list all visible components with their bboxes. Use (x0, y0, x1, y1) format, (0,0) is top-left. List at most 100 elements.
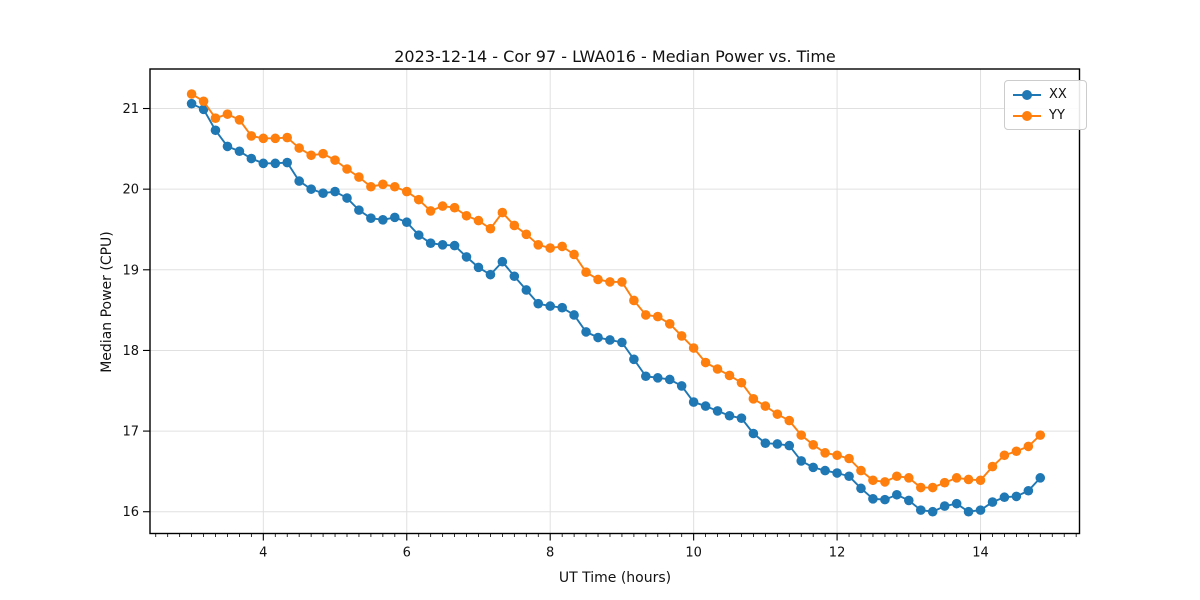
legend-label: YY (1049, 108, 1065, 123)
data-point (425, 206, 436, 216)
data-point (521, 229, 532, 240)
data-point (258, 133, 269, 144)
data-point (222, 141, 233, 152)
data-point (796, 430, 807, 440)
data-point (533, 240, 544, 250)
axis-ticks (143, 107, 982, 541)
y-tick-labels: 16 17 18 19 20 21 (122, 102, 139, 520)
data-point (915, 505, 926, 515)
data-point (904, 473, 914, 483)
data-point (1011, 491, 1022, 502)
data-point (198, 104, 209, 115)
data-point (880, 494, 890, 505)
data-point (461, 210, 472, 221)
data-point (401, 186, 412, 197)
data-point (688, 343, 699, 353)
data-point (641, 310, 651, 320)
data-point (664, 319, 675, 329)
data-point (210, 125, 221, 136)
x-tick-label: 14 (972, 546, 989, 561)
series-xx (186, 98, 1046, 517)
data-point (939, 477, 950, 488)
data-point (186, 89, 197, 99)
data-point (449, 240, 460, 251)
data-point (820, 465, 830, 476)
data-point (808, 439, 819, 450)
data-point (629, 354, 639, 365)
data-point (1035, 430, 1046, 440)
data-point (258, 158, 269, 169)
x-tick-label: 6 (403, 546, 411, 561)
y-tick-label: 16 (122, 505, 139, 520)
data-point (892, 489, 902, 500)
data-point (282, 157, 293, 168)
gridlines (150, 69, 1080, 534)
data-point (748, 428, 759, 439)
data-point (545, 243, 556, 253)
data-point (342, 164, 352, 174)
data-point (784, 415, 795, 426)
data-point (473, 215, 484, 226)
y-tick-label: 18 (122, 344, 139, 359)
data-point (796, 456, 807, 466)
data-point (736, 413, 747, 423)
data-point (509, 220, 520, 231)
data-point (760, 401, 771, 411)
data-point (1023, 441, 1034, 452)
data-point (282, 132, 293, 143)
data-point (306, 150, 316, 161)
data-point (688, 397, 699, 407)
data-point (1023, 485, 1034, 496)
data-point (784, 440, 795, 451)
data-point (951, 473, 962, 483)
data-point (246, 153, 257, 164)
data-point (712, 364, 723, 374)
x-tick-label: 4 (259, 546, 267, 561)
data-point (485, 269, 496, 280)
data-point (999, 492, 1010, 503)
data-point (569, 310, 579, 320)
data-point (927, 482, 938, 493)
data-point (820, 448, 830, 458)
data-point (963, 506, 974, 517)
data-point (545, 301, 556, 311)
x-axis-label: UT Time (hours) (558, 570, 672, 586)
data-point (294, 176, 304, 186)
data-point (449, 202, 460, 213)
data-point (975, 475, 986, 486)
data-point (354, 205, 364, 215)
y-tick-label: 17 (122, 425, 139, 440)
data-point (270, 158, 281, 169)
data-point (330, 155, 340, 165)
data-point (856, 465, 866, 476)
legend-line-marker-icon (1013, 89, 1041, 100)
legend-line-marker-icon (1013, 110, 1041, 121)
data-point (593, 332, 603, 343)
series-yy (186, 89, 1046, 493)
data-point (330, 186, 340, 197)
data-point (987, 497, 998, 507)
data-point (342, 193, 352, 203)
data-point (963, 474, 974, 485)
data-point (270, 133, 281, 144)
data-point (461, 252, 472, 262)
data-point (880, 477, 890, 487)
data-point (915, 482, 926, 493)
data-point (497, 207, 508, 218)
data-point (999, 450, 1010, 461)
y-axis-label: Median Power (CPU) (99, 231, 115, 373)
data-point (760, 438, 771, 448)
data-point (641, 371, 651, 382)
data-point (832, 468, 842, 478)
chart-title: 2023-12-14 - Cor 97 - LWA016 - Median Po… (394, 47, 836, 66)
legend-item-xx: XX (1012, 86, 1078, 103)
data-point (485, 223, 496, 234)
data-point (904, 495, 914, 506)
data-point (868, 494, 878, 504)
x-minor-ticks (155, 533, 1077, 537)
data-point (246, 131, 257, 141)
data-point (652, 373, 663, 383)
data-point (772, 439, 783, 449)
data-point (306, 184, 316, 194)
